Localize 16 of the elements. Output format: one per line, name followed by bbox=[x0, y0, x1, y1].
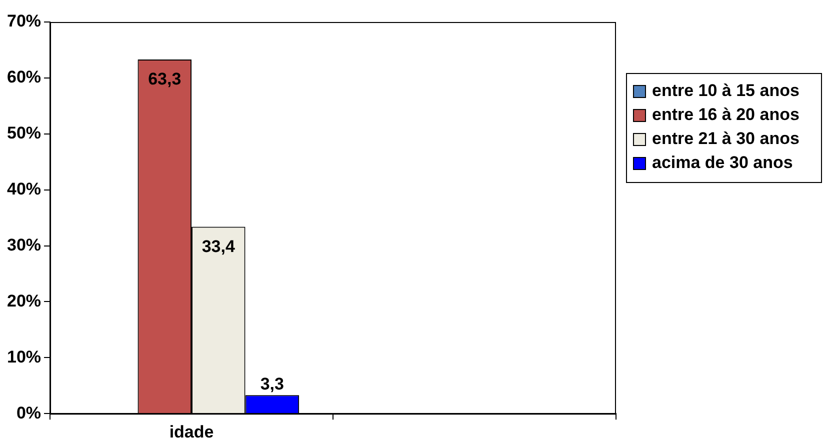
y-tick-label: 40% bbox=[6, 180, 42, 199]
data-label: 63,3 bbox=[148, 70, 182, 89]
y-tick-label: 60% bbox=[6, 68, 42, 87]
y-tick-label: 0% bbox=[16, 403, 42, 422]
y-tick-label: 50% bbox=[6, 124, 42, 143]
y-tick-label: 30% bbox=[6, 235, 42, 254]
legend-label: entre 16 à 20 anos bbox=[652, 104, 800, 126]
legend-label: acima de 30 anos bbox=[652, 152, 793, 174]
y-tick-label: 70% bbox=[6, 12, 42, 31]
data-label: 33,4 bbox=[202, 236, 236, 256]
x-tick-label: idade bbox=[169, 422, 214, 442]
y-tick-label: 20% bbox=[6, 291, 42, 310]
legend-label: entre 10 à 15 anos bbox=[652, 80, 800, 102]
data-label: 3,3 bbox=[260, 374, 284, 394]
legend-label: entre 21 à 30 anos bbox=[652, 128, 800, 150]
y-tick-label: 10% bbox=[6, 347, 42, 366]
